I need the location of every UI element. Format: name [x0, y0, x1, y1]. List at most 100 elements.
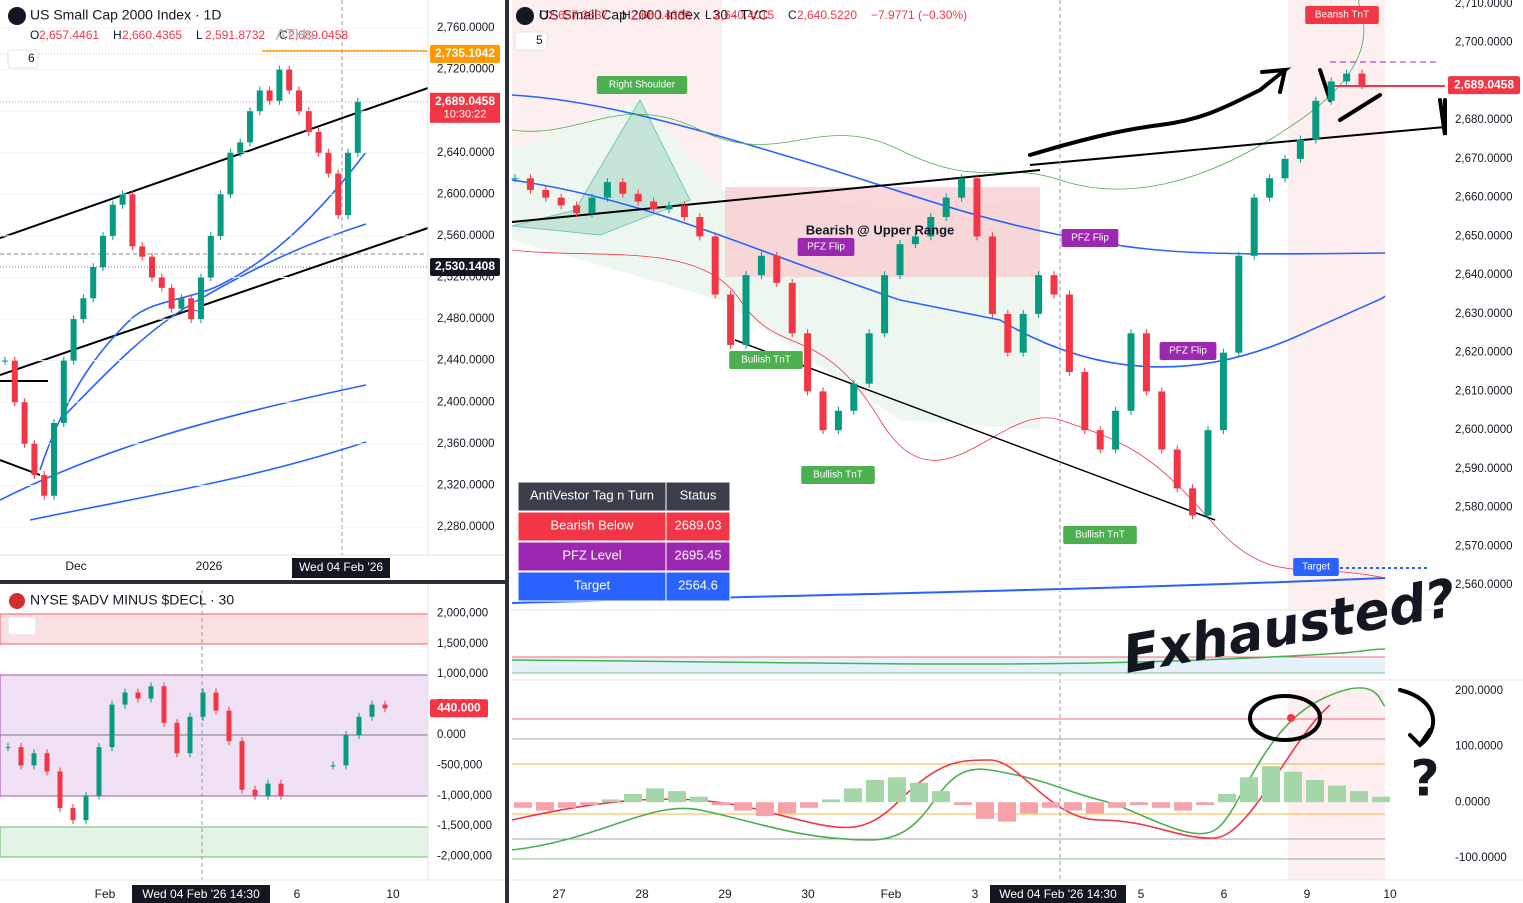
candle [619, 182, 627, 194]
indicator-toggle [7, 49, 39, 69]
y-tick-label: 2,580.0000 [1455, 502, 1513, 514]
annotation: PFZ Flip [807, 242, 845, 253]
histogram-bar [910, 782, 928, 803]
candle [773, 255, 781, 283]
histogram-bar [514, 802, 532, 808]
y-tick-label: 200.0000 [1455, 685, 1503, 697]
annotation-bg [1293, 558, 1339, 576]
y-tick-label: 2,710.0000 [1455, 0, 1513, 10]
y-tick-label: 2,670.0000 [1455, 153, 1513, 165]
candle [187, 716, 193, 754]
annotation: Bearish @ Upper Range [806, 222, 955, 237]
histogram-bar [954, 802, 972, 805]
histogram-bar [1020, 802, 1038, 814]
histogram-bar [1328, 785, 1346, 803]
candle [109, 204, 116, 236]
ohlc-key: H [622, 8, 631, 22]
candle [135, 692, 141, 699]
candle [665, 205, 673, 210]
table-text: Target [574, 577, 611, 592]
osc-line [511, 704, 1331, 839]
candle [174, 722, 180, 754]
candle [369, 704, 375, 717]
candle [198, 277, 204, 320]
histogram-bar [1240, 777, 1258, 803]
annotation-bg [596, 76, 688, 94]
candle [1281, 158, 1289, 179]
x-tick-label: 5 [1138, 887, 1145, 901]
candle [11, 360, 18, 403]
candle [100, 235, 106, 268]
candle [21, 402, 28, 444]
histogram-bar [1218, 793, 1236, 803]
candle [296, 90, 302, 112]
candle [227, 152, 234, 195]
y-tick-label: 2,560.0000 [1455, 579, 1513, 591]
candle [96, 747, 102, 796]
ohlc-value: 2,591.8732 [205, 28, 265, 42]
ma-line [511, 94, 1386, 255]
candle [1204, 430, 1212, 516]
y-tick-label: -1,500,000 [437, 820, 492, 832]
candle [1035, 275, 1043, 314]
y-tick-label: 2,640.0000 [437, 147, 495, 159]
histogram-bar [558, 802, 576, 808]
histogram-bar [844, 788, 862, 803]
x-tick-label: 10 [386, 887, 400, 901]
y-tick-label: 100.0000 [1455, 741, 1503, 753]
histogram-bar [1174, 802, 1192, 811]
y-tick-label: -1,000,000 [437, 790, 492, 802]
histogram-bar [712, 802, 730, 805]
histogram-bar [602, 799, 620, 803]
y-tick-label: 2,650.0000 [1455, 230, 1513, 242]
y-tick-label: 2,440.0000 [437, 355, 495, 367]
ohlc-key: O [539, 8, 548, 22]
candle [1112, 410, 1120, 450]
x-tick-label: 6 [1221, 887, 1228, 901]
candle [226, 710, 232, 742]
price-tag-bg [1448, 76, 1520, 95]
x-tick-label: 30 [801, 887, 815, 901]
ohlc-value: 2,660.4365 [122, 28, 182, 42]
ohlc-value: 2,657.4461 [39, 28, 99, 42]
crosshair-label: Wed 04 Feb '26 14:30 [142, 887, 260, 901]
histogram-bar [1086, 802, 1104, 814]
candle [696, 217, 704, 237]
y-tick-label: -2,000,000 [437, 851, 492, 863]
ma-line [0, 384, 367, 501]
price-tag: 2,735.1042 [435, 46, 495, 60]
crosshair-tag-bg [990, 885, 1126, 903]
histogram-bar [690, 796, 708, 803]
y-tick-label: 2,360.0000 [437, 438, 495, 450]
y-tick-label: 2,400.0000 [437, 396, 495, 408]
annotation: Bullish TnT [741, 355, 791, 366]
candle [634, 193, 642, 202]
candle [80, 298, 87, 320]
annotation: PFZ Flip [1071, 233, 1109, 244]
candle [83, 795, 89, 821]
candle [1235, 255, 1243, 353]
y-tick-label: -500,000 [437, 759, 482, 771]
candle [603, 182, 611, 198]
annotation-bg [729, 351, 803, 369]
candle [742, 275, 750, 345]
candle [278, 783, 284, 796]
table-cell [665, 481, 731, 512]
handwriting: ? [1410, 750, 1439, 808]
x-tick-label: Feb [881, 887, 902, 901]
annotation: ATHs [276, 27, 315, 44]
histogram-bar [756, 802, 774, 817]
y-tick-label: 2,560.0000 [437, 230, 495, 242]
candle [850, 383, 858, 411]
candle [1081, 372, 1089, 431]
table-text: AntiVestor Tag n Turn [530, 487, 654, 502]
ohlc-key: L [196, 28, 203, 42]
pattern [511, 98, 691, 236]
candle [178, 298, 185, 309]
table-text: Status [680, 487, 717, 502]
y-tick-label: 2,630.0000 [1455, 308, 1513, 320]
candle [158, 277, 165, 288]
indicator-line [511, 648, 1386, 665]
